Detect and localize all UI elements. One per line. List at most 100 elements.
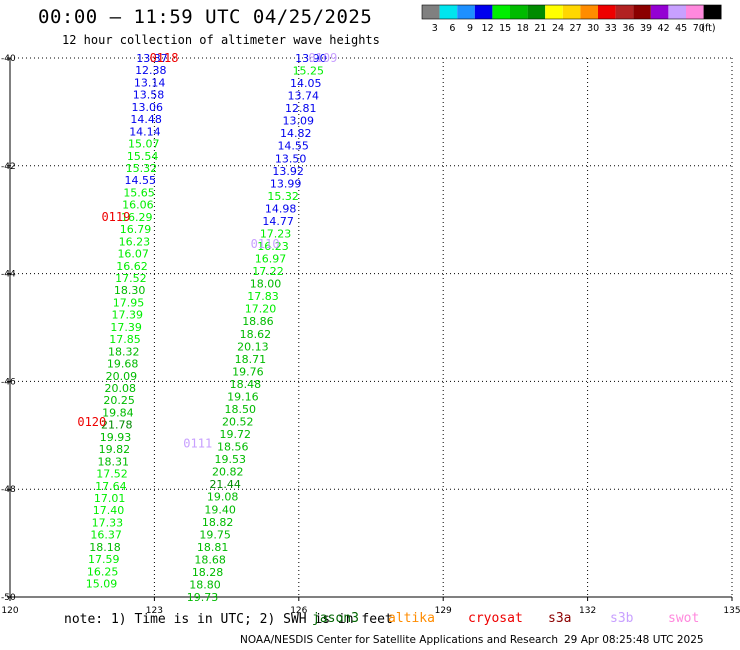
wave-value-0-11: 15.65 (123, 186, 155, 199)
wave-value-1-6: 14.82 (280, 127, 312, 140)
wave-value-0-34: 17.52 (96, 468, 128, 481)
wave-value-0-17: 16.62 (116, 260, 148, 273)
wave-value-1-35: 19.08 (207, 491, 239, 504)
pass-label-2: 0120 (77, 415, 106, 429)
wave-value-0-33: 18.31 (97, 455, 129, 468)
legend-swatch-13 (650, 5, 669, 19)
y-tick-label-0: -50 (1, 593, 16, 603)
legend-label-16: (ft) (701, 23, 715, 34)
satellite-label-jason3: jason3 (312, 611, 359, 626)
wave-value-0-41: 17.59 (88, 553, 120, 566)
wave-value-1-14: 17.23 (260, 227, 292, 240)
wave-value-0-28: 20.25 (103, 394, 135, 407)
wave-value-0-14: 16.79 (120, 223, 152, 236)
wave-value-0-9: 15.32 (126, 162, 158, 175)
legend-label-8: 27 (570, 23, 582, 34)
pass-label-3: 0109 (308, 51, 337, 65)
wave-value-0-30: 21.78 (101, 419, 133, 432)
wave-value-0-43: 15.09 (86, 578, 118, 591)
y-tick-label-1: -48 (1, 485, 16, 495)
satellite-label-s3b: s3b (610, 611, 634, 626)
wave-value-1-37: 18.82 (202, 516, 234, 529)
legend-swatch-10 (598, 5, 616, 19)
wave-value-1-27: 19.16 (227, 390, 259, 403)
wave-value-1-39: 18.81 (197, 541, 229, 554)
wave-value-0-2: 13.14 (134, 76, 166, 89)
wave-value-1-13: 14.77 (262, 215, 294, 228)
wave-value-1-33: 20.82 (212, 466, 244, 479)
wave-value-0-8: 15.54 (127, 150, 159, 163)
chart-grid (10, 57, 733, 597)
page-title: 00:00 – 11:59 UTC 04/25/2025 (38, 6, 373, 28)
wave-value-1-17: 17.22 (252, 265, 284, 278)
chart-subtitle: 12 hour collection of altimeter wave hei… (62, 33, 380, 47)
wave-value-0-39: 16.37 (90, 529, 122, 542)
wave-value-1-22: 18.62 (240, 328, 272, 341)
wave-value-0-21: 17.39 (112, 309, 144, 322)
legend-label-14: 45 (675, 23, 687, 34)
legend-label-11: 36 (622, 23, 634, 34)
wave-value-0-6: 14.14 (129, 125, 161, 138)
wave-value-0-37: 17.40 (93, 504, 125, 517)
wave-value-0-26: 20.09 (106, 370, 138, 383)
wave-value-0-16: 16.07 (117, 248, 149, 261)
wave-value-0-13: 16.29 (121, 211, 153, 224)
wave-value-1-0: 13.90 (295, 52, 327, 65)
y-tick-label-3: -44 (1, 270, 16, 280)
legend-swatch-15 (686, 5, 704, 19)
wave-value-1-8: 13.50 (275, 152, 307, 165)
satellite-label-altika: altika (388, 611, 435, 626)
wave-value-1-11: 15.32 (267, 190, 299, 203)
wave-value-1-42: 18.80 (189, 578, 221, 591)
legend-label-5: 18 (517, 23, 529, 34)
wave-value-1-25: 19.76 (232, 365, 264, 378)
wave-value-1-29: 20.52 (222, 416, 254, 429)
legend-swatch-4 (492, 5, 510, 19)
wave-value-0-7: 15.07 (128, 138, 160, 151)
x-tick-label-1: 123 (146, 606, 163, 616)
wave-value-1-32: 19.53 (214, 453, 246, 466)
x-tick-label-5: 135 (723, 606, 740, 616)
legend-swatch-0 (422, 5, 440, 19)
wave-value-0-27: 20.08 (105, 382, 137, 395)
wave-value-1-9: 13.92 (272, 165, 304, 178)
wave-value-0-19: 18.30 (114, 284, 146, 297)
legend-label-3: 12 (482, 23, 494, 34)
wave-value-1-1: 15.25 (293, 65, 325, 78)
wave-value-1-31: 18.56 (217, 441, 249, 454)
wave-value-1-12: 14.98 (265, 202, 297, 215)
legend-label-7: 24 (552, 23, 564, 34)
legend-swatch-3 (474, 5, 493, 19)
legend-swatch-9 (580, 5, 598, 19)
legend-frame (421, 4, 722, 20)
wave-value-0-32: 19.82 (99, 443, 131, 456)
legend-label-2: 9 (467, 23, 473, 34)
chart-axes: 120 123 126 129 132 135 -50 -48 -46 -44 -42 -40 (1, 54, 740, 616)
legend-swatch-7 (545, 5, 563, 19)
wave-value-0-12: 16.06 (122, 199, 154, 212)
legend-swatch-5 (510, 5, 528, 19)
satellite-label-s3a: s3a (548, 611, 572, 626)
wave-value-1-28: 18.50 (225, 403, 257, 416)
wave-value-0-42: 16.25 (87, 565, 119, 578)
legend-label-10: 33 (605, 23, 617, 34)
wave-value-1-5: 13.09 (282, 115, 314, 128)
x-tick-label-3: 129 (435, 606, 452, 616)
wave-value-0-24: 18.32 (108, 345, 140, 358)
legend-swatch-1 (439, 5, 458, 19)
legend-swatch-2 (457, 5, 475, 19)
wave-value-0-29: 19.84 (102, 406, 134, 419)
wave-value-0-5: 14.48 (130, 113, 162, 126)
x-tick-label-2: 126 (290, 606, 307, 616)
wave-value-1-4: 12.81 (285, 102, 317, 115)
legend-swatch-16 (703, 5, 722, 19)
wave-value-0-36: 17.01 (94, 492, 126, 505)
wave-value-1-3: 13.74 (288, 90, 320, 103)
y-tick-label-4: -42 (1, 162, 16, 172)
y-tick-label-5: -40 (1, 54, 16, 64)
legend-label-1: 6 (449, 23, 455, 34)
legend-swatch-8 (562, 5, 581, 19)
wave-value-0-0: 13.37 (136, 52, 168, 65)
wave-value-1-38: 19.75 (199, 528, 231, 541)
